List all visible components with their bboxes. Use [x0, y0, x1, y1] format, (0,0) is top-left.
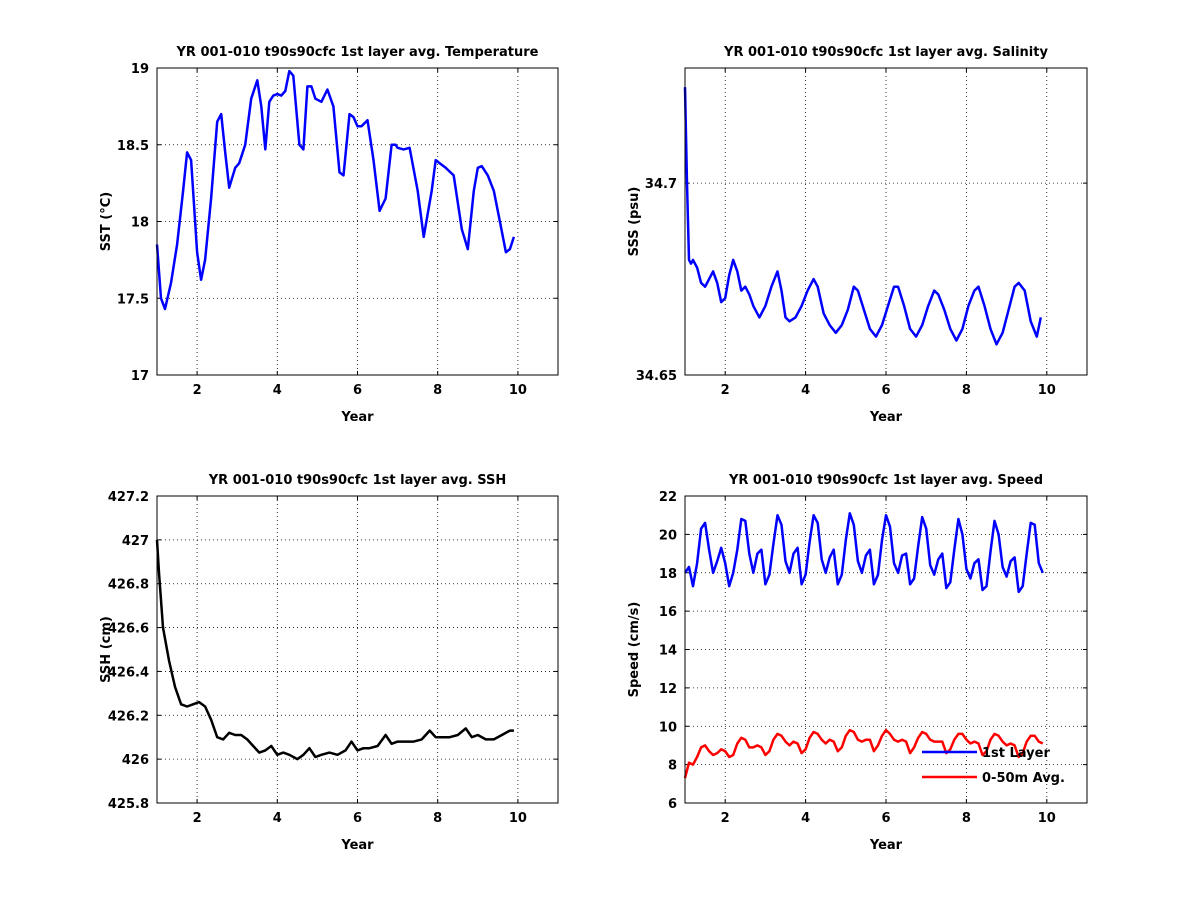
chart-title: YR 001-010 t90s90cfc 1st layer avg. Sali… — [723, 45, 1048, 60]
chart-temperature: 2 4 6 8 10 17 17.5 18 18.5 19 YR 001-010 t90s90cfc… — [99, 45, 559, 425]
chart-ssh: 2 4 6 8 10 425.8 426 426.2 426.4 426.6 426.8 427 427… — [99, 473, 559, 853]
axes-frame — [684, 67, 1088, 376]
x-tick-label: 2 — [721, 811, 730, 826]
y-tick-label: 12 — [659, 682, 677, 697]
x-tick-label: 10 — [509, 811, 527, 826]
series-line-0-50m-avg — [683, 728, 1044, 779]
chart-speed: 2 4 6 8 10 6 8 10 12 14 16 18 20 22 YR 001-010 t90s90c… — [627, 473, 1088, 853]
y-axis-label: Speed (cm/s) — [627, 602, 642, 698]
x-tick-label: 4 — [273, 811, 282, 826]
x-tick-label: 4 — [801, 811, 810, 826]
chart-title: YR 001-010 t90s90cfc 1st layer avg. Spee… — [728, 473, 1043, 488]
y-tick-label: 426.6 — [108, 622, 149, 637]
x-tick-label: 8 — [962, 811, 971, 826]
y-tick-label: 426.2 — [108, 709, 149, 724]
y-tick-label: 16 — [659, 605, 677, 620]
y-tick-label: 425.8 — [108, 797, 149, 812]
y-tick-label: 18 — [131, 216, 149, 231]
y-tick-label: 427.2 — [108, 490, 149, 505]
x-tick-label: 6 — [881, 811, 890, 826]
plot-area — [157, 496, 558, 803]
x-tick-label: 10 — [1038, 811, 1056, 826]
x-tick-label: 2 — [721, 383, 730, 398]
series-line-ssh — [155, 539, 514, 761]
y-tick-label: 19 — [131, 62, 149, 77]
x-tick-label: 4 — [801, 383, 810, 398]
x-axis-label: Year — [869, 410, 903, 425]
axes-frame — [156, 495, 559, 804]
y-tick-label: 17 — [131, 369, 149, 384]
y-tick-label: 427 — [122, 534, 149, 549]
y-tick-label: 426.4 — [108, 665, 149, 680]
chart-title: YR 001-010 t90s90cfc 1st layer avg. SSH — [208, 473, 507, 488]
y-tick-label: 18 — [659, 567, 677, 582]
series-line-salinity — [683, 87, 1043, 346]
plot-area — [685, 68, 1087, 375]
legend-label: 0-50m Avg. — [982, 771, 1065, 786]
legend: 1st Layer 0-50m Avg. — [922, 746, 1065, 786]
x-tick-label: 6 — [353, 811, 362, 826]
x-axis-label: Year — [869, 838, 903, 853]
x-tick-label: 6 — [881, 383, 890, 398]
chart-salinity: 2 4 6 8 10 34.65 34.7 YR 001-010 t90s90cfc 1st … — [627, 45, 1088, 425]
x-axis-label: Year — [340, 838, 374, 853]
x-tick-label: 6 — [353, 383, 362, 398]
y-tick-label: 8 — [668, 759, 677, 774]
y-axis-label: SST (°C) — [99, 192, 114, 251]
y-tick-label: 18.5 — [117, 139, 149, 154]
x-tick-label: 8 — [433, 811, 442, 826]
y-tick-label: 6 — [668, 797, 677, 812]
y-tick-label: 14 — [659, 644, 677, 659]
x-tick-label: 8 — [433, 383, 442, 398]
y-tick-label: 20 — [659, 528, 677, 543]
x-axis-label: Year — [340, 410, 374, 425]
y-tick-label: 17.5 — [117, 292, 149, 307]
axes-frame — [684, 495, 1088, 804]
x-tick-label: 2 — [193, 811, 202, 826]
y-tick-label: 10 — [659, 720, 677, 735]
y-axis-label: SSH (cm) — [99, 616, 114, 683]
x-tick-label: 2 — [193, 383, 202, 398]
x-tick-label: 4 — [273, 383, 282, 398]
y-tick-label: 34.65 — [636, 369, 677, 384]
y-tick-label: 22 — [659, 490, 677, 505]
chart-title: YR 001-010 t90s90cfc 1st layer avg. Temp… — [176, 45, 539, 60]
x-tick-label: 8 — [962, 383, 971, 398]
legend-label: 1st Layer — [982, 746, 1050, 761]
series-line-temperature — [155, 69, 516, 311]
y-tick-label: 34.7 — [645, 177, 677, 192]
y-tick-label: 426 — [122, 753, 149, 768]
x-tick-label: 10 — [1038, 383, 1056, 398]
axes-frame — [156, 67, 559, 376]
y-tick-label: 426.8 — [108, 578, 149, 593]
x-tick-label: 10 — [509, 383, 527, 398]
series-line-1st-layer — [683, 512, 1044, 594]
y-axis-label: SSS (psu) — [627, 187, 642, 257]
